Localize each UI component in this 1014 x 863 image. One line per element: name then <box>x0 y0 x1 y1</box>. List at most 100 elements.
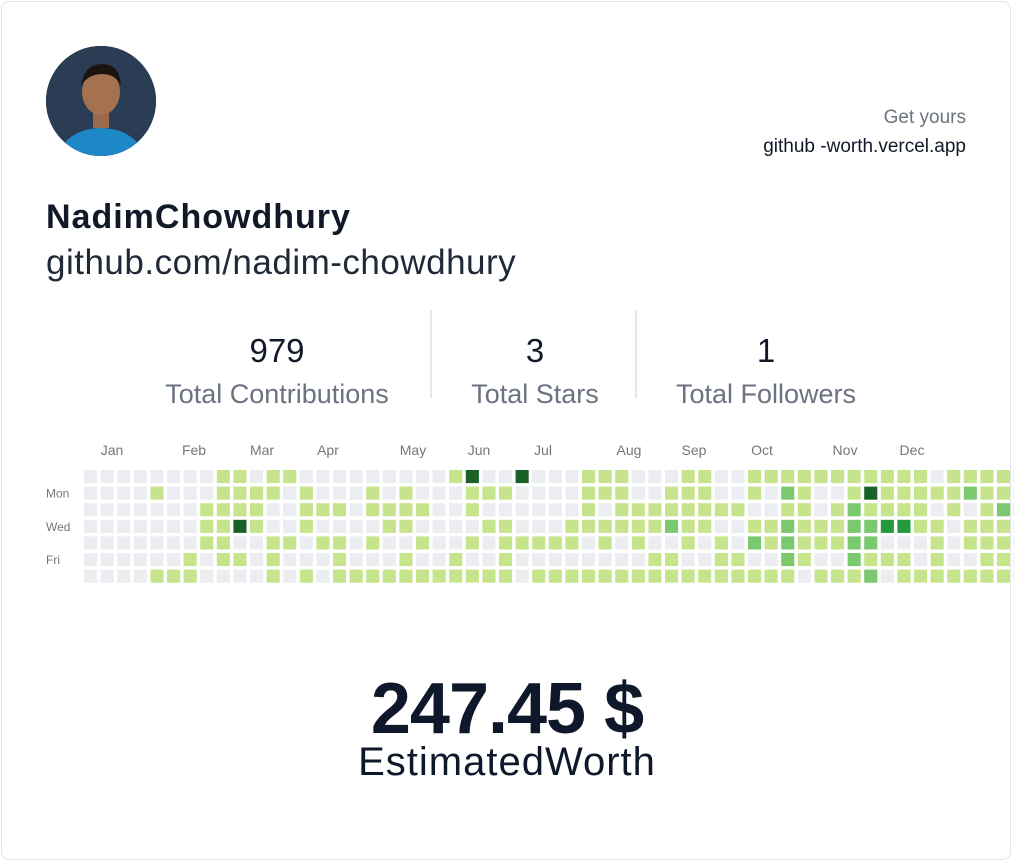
contribution-day-cell[interactable] <box>382 503 396 517</box>
contribution-day-cell[interactable] <box>316 519 330 533</box>
contribution-day-cell[interactable] <box>631 569 645 583</box>
contribution-day-cell[interactable] <box>648 470 662 484</box>
contribution-day-cell[interactable] <box>482 553 496 567</box>
contribution-day-cell[interactable] <box>499 519 513 533</box>
contribution-day-cell[interactable] <box>266 569 280 583</box>
contribution-day-cell[interactable] <box>250 536 264 550</box>
contribution-day-cell[interactable] <box>150 553 164 567</box>
contribution-day-cell[interactable] <box>582 470 596 484</box>
contribution-day-cell[interactable] <box>980 536 994 550</box>
contribution-day-cell[interactable] <box>382 569 396 583</box>
contribution-day-cell[interactable] <box>880 503 894 517</box>
contribution-day-cell[interactable] <box>366 569 380 583</box>
contribution-day-cell[interactable] <box>117 519 131 533</box>
contribution-day-cell[interactable] <box>631 470 645 484</box>
contribution-day-cell[interactable] <box>299 536 313 550</box>
contribution-day-cell[interactable] <box>897 503 911 517</box>
contribution-day-cell[interactable] <box>333 486 347 500</box>
contribution-day-cell[interactable] <box>748 569 762 583</box>
contribution-day-cell[interactable] <box>233 536 247 550</box>
contribution-day-cell[interactable] <box>797 553 811 567</box>
contribution-day-cell[interactable] <box>598 503 612 517</box>
contribution-day-cell[interactable] <box>880 486 894 500</box>
contribution-day-cell[interactable] <box>714 553 728 567</box>
contribution-day-cell[interactable] <box>582 519 596 533</box>
contribution-day-cell[interactable] <box>183 569 197 583</box>
contribution-day-cell[interactable] <box>233 503 247 517</box>
contribution-day-cell[interactable] <box>117 503 131 517</box>
contribution-day-cell[interactable] <box>997 553 1011 567</box>
contribution-day-cell[interactable] <box>266 486 280 500</box>
contribution-day-cell[interactable] <box>698 536 712 550</box>
contribution-day-cell[interactable] <box>864 569 878 583</box>
contribution-day-cell[interactable] <box>831 569 845 583</box>
contribution-day-cell[interactable] <box>814 519 828 533</box>
contribution-day-cell[interactable] <box>84 553 98 567</box>
contribution-day-cell[interactable] <box>748 503 762 517</box>
contribution-day-cell[interactable] <box>465 569 479 583</box>
contribution-day-cell[interactable] <box>482 503 496 517</box>
contribution-day-cell[interactable] <box>482 519 496 533</box>
contribution-day-cell[interactable] <box>548 536 562 550</box>
contribution-day-cell[interactable] <box>100 519 114 533</box>
contribution-day-cell[interactable] <box>615 553 629 567</box>
contribution-day-cell[interactable] <box>731 519 745 533</box>
contribution-day-cell[interactable] <box>366 519 380 533</box>
contribution-day-cell[interactable] <box>499 536 513 550</box>
contribution-day-cell[interactable] <box>947 536 961 550</box>
contribution-day-cell[interactable] <box>648 503 662 517</box>
contribution-day-cell[interactable] <box>864 553 878 567</box>
contribution-day-cell[interactable] <box>399 569 413 583</box>
contribution-day-cell[interactable] <box>283 503 297 517</box>
contribution-day-cell[interactable] <box>432 470 446 484</box>
contribution-day-cell[interactable] <box>698 470 712 484</box>
contribution-day-cell[interactable] <box>316 569 330 583</box>
contribution-day-cell[interactable] <box>648 536 662 550</box>
contribution-day-cell[interactable] <box>897 486 911 500</box>
contribution-day-cell[interactable] <box>266 519 280 533</box>
contribution-day-cell[interactable] <box>831 503 845 517</box>
contribution-day-cell[interactable] <box>548 486 562 500</box>
contribution-day-cell[interactable] <box>631 536 645 550</box>
contribution-day-cell[interactable] <box>399 486 413 500</box>
contribution-day-cell[interactable] <box>631 503 645 517</box>
contribution-day-cell[interactable] <box>930 536 944 550</box>
contribution-day-cell[interactable] <box>366 536 380 550</box>
contribution-day-cell[interactable] <box>631 486 645 500</box>
contribution-day-cell[interactable] <box>250 503 264 517</box>
contribution-day-cell[interactable] <box>781 503 795 517</box>
contribution-day-cell[interactable] <box>399 470 413 484</box>
contribution-day-cell[interactable] <box>930 503 944 517</box>
contribution-day-cell[interactable] <box>814 569 828 583</box>
contribution-day-cell[interactable] <box>233 519 247 533</box>
contribution-day-cell[interactable] <box>499 470 513 484</box>
contribution-day-cell[interactable] <box>416 553 430 567</box>
contribution-day-cell[interactable] <box>133 503 147 517</box>
contribution-day-cell[interactable] <box>665 536 679 550</box>
contribution-day-cell[interactable] <box>963 486 977 500</box>
contribution-day-cell[interactable] <box>299 553 313 567</box>
contribution-day-cell[interactable] <box>980 486 994 500</box>
contribution-day-cell[interactable] <box>831 519 845 533</box>
contribution-day-cell[interactable] <box>980 569 994 583</box>
contribution-day-cell[interactable] <box>299 519 313 533</box>
contribution-day-cell[interactable] <box>216 536 230 550</box>
contribution-day-cell[interactable] <box>333 470 347 484</box>
contribution-day-cell[interactable] <box>997 470 1011 484</box>
contribution-day-cell[interactable] <box>250 470 264 484</box>
contribution-day-cell[interactable] <box>515 536 529 550</box>
contribution-day-cell[interactable] <box>216 470 230 484</box>
contribution-day-cell[interactable] <box>880 536 894 550</box>
contribution-day-cell[interactable] <box>233 569 247 583</box>
contribution-day-cell[interactable] <box>366 553 380 567</box>
contribution-day-cell[interactable] <box>548 519 562 533</box>
contribution-day-cell[interactable] <box>167 536 181 550</box>
contribution-day-cell[interactable] <box>482 569 496 583</box>
contribution-day-cell[interactable] <box>648 553 662 567</box>
contribution-day-cell[interactable] <box>714 470 728 484</box>
contribution-day-cell[interactable] <box>133 486 147 500</box>
contribution-day-cell[interactable] <box>914 486 928 500</box>
contribution-day-cell[interactable] <box>748 536 762 550</box>
contribution-day-cell[interactable] <box>565 519 579 533</box>
contribution-day-cell[interactable] <box>963 470 977 484</box>
